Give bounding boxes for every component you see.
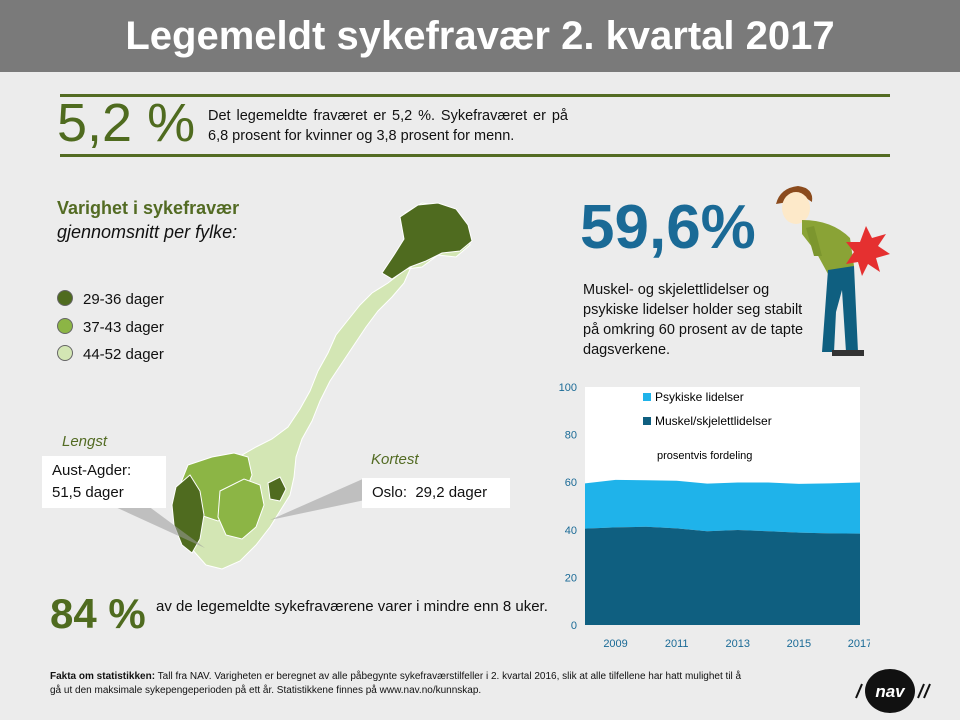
bottom-rule (60, 154, 890, 157)
logo-ellipse (865, 669, 915, 713)
series-psykiske-area (585, 479, 860, 534)
x-tick-label: 2017 (848, 638, 870, 650)
pointer-shortest (270, 478, 365, 520)
page-title: Legemeldt sykefravær 2. kvartal 2017 (125, 14, 835, 58)
map-region-east (217, 478, 265, 540)
x-tick-label: 2015 (787, 638, 811, 650)
series-muskel-area (585, 526, 860, 625)
chart-annotation: prosentvis fordeling (657, 450, 752, 462)
legend-item-medium: 37-43 dager (57, 318, 164, 336)
pointer-longest (100, 500, 205, 548)
legend-swatch-psykiske (643, 393, 651, 401)
legend-item-light: 44-52 dager (57, 345, 164, 363)
musk-description: Muskel- og skjelettlidelser og psykiske … (583, 282, 804, 358)
legend-label: 44-52 dager (83, 346, 164, 363)
logo-slash-right-1 (917, 683, 925, 699)
longest-value: 51,5 dager (52, 484, 124, 501)
footnote-label: Fakta om statistikken: (50, 671, 156, 682)
shortest-text: Oslo: 29,2 dager (372, 484, 488, 501)
y-tick-label: 0 (571, 620, 577, 632)
legend-item-dark: 29-36 dager (57, 290, 164, 308)
shortest-label: Kortest (371, 451, 419, 468)
legs (822, 266, 858, 352)
x-tick-label: 2011 (665, 638, 689, 650)
absence-rate-value: 5,2 % (57, 93, 196, 153)
arm (806, 226, 822, 256)
legend-muskel: Muskel/skjelettlidelser (655, 414, 772, 428)
y-tick-label: 100 (559, 382, 577, 394)
pain-burst (846, 226, 890, 276)
absence-rate-description: Det legemeldte fraværet er 5,2 %. Sykefr… (208, 108, 568, 144)
y-tick-label: 60 (565, 477, 577, 489)
legend-psykiske: Psykiske lidelser (655, 390, 744, 404)
shoe-right (846, 350, 864, 356)
short-absence-value: 84 % (50, 590, 146, 637)
musk-value: 59,6% (580, 193, 756, 262)
y-tick-label: 80 (565, 430, 577, 442)
head (782, 192, 810, 224)
legend-label: 29-36 dager (83, 291, 164, 308)
shortest-callout: Oslo: 29,2 dager (362, 478, 510, 508)
footnote-text: Tall fra NAV. Varigheten er beregnet av … (50, 671, 742, 696)
y-tick-label: 20 (565, 572, 577, 584)
legend-swatch-muskel (643, 417, 651, 425)
map-region-north (381, 202, 473, 280)
nav-logo: nav (855, 669, 931, 713)
short-absence-description: av de legemeldte sykefraværene varer i m… (156, 598, 548, 615)
y-tick-label: 40 (565, 525, 577, 537)
logo-slash-right-2 (923, 683, 931, 699)
back-pain-person-icon (776, 186, 890, 356)
map-region-oslo (267, 476, 287, 502)
legend-dot-dark (57, 290, 73, 306)
title-bar: Legemeldt sykefravær 2. kvartal 2017 (0, 0, 960, 72)
area-chart: 0 20 40 60 80 100 2009 2011 2013 2015 2017 Psykis… (559, 382, 870, 650)
x-tick-label: 2009 (603, 638, 627, 650)
longest-county: Aust-Agder: (52, 462, 132, 479)
map-title: Varighet i sykefravær (57, 198, 240, 218)
logo-slash-left (855, 683, 863, 699)
map-subtitle: gjennomsnitt per fylke: (57, 222, 238, 242)
logo-text: nav (875, 682, 906, 701)
footnote: Fakta om statistikken: Tall fra NAV. Var… (50, 670, 750, 698)
legend-label: 37-43 dager (83, 319, 164, 336)
legend-dot-medium (57, 318, 73, 334)
longest-callout: Aust-Agder: 51,5 dager (42, 456, 166, 508)
longest-label: Lengst (62, 433, 108, 450)
top-rule (60, 94, 890, 97)
x-tick-label: 2013 (726, 638, 750, 650)
shoe-left (832, 350, 848, 356)
legend-dot-light (57, 345, 73, 361)
